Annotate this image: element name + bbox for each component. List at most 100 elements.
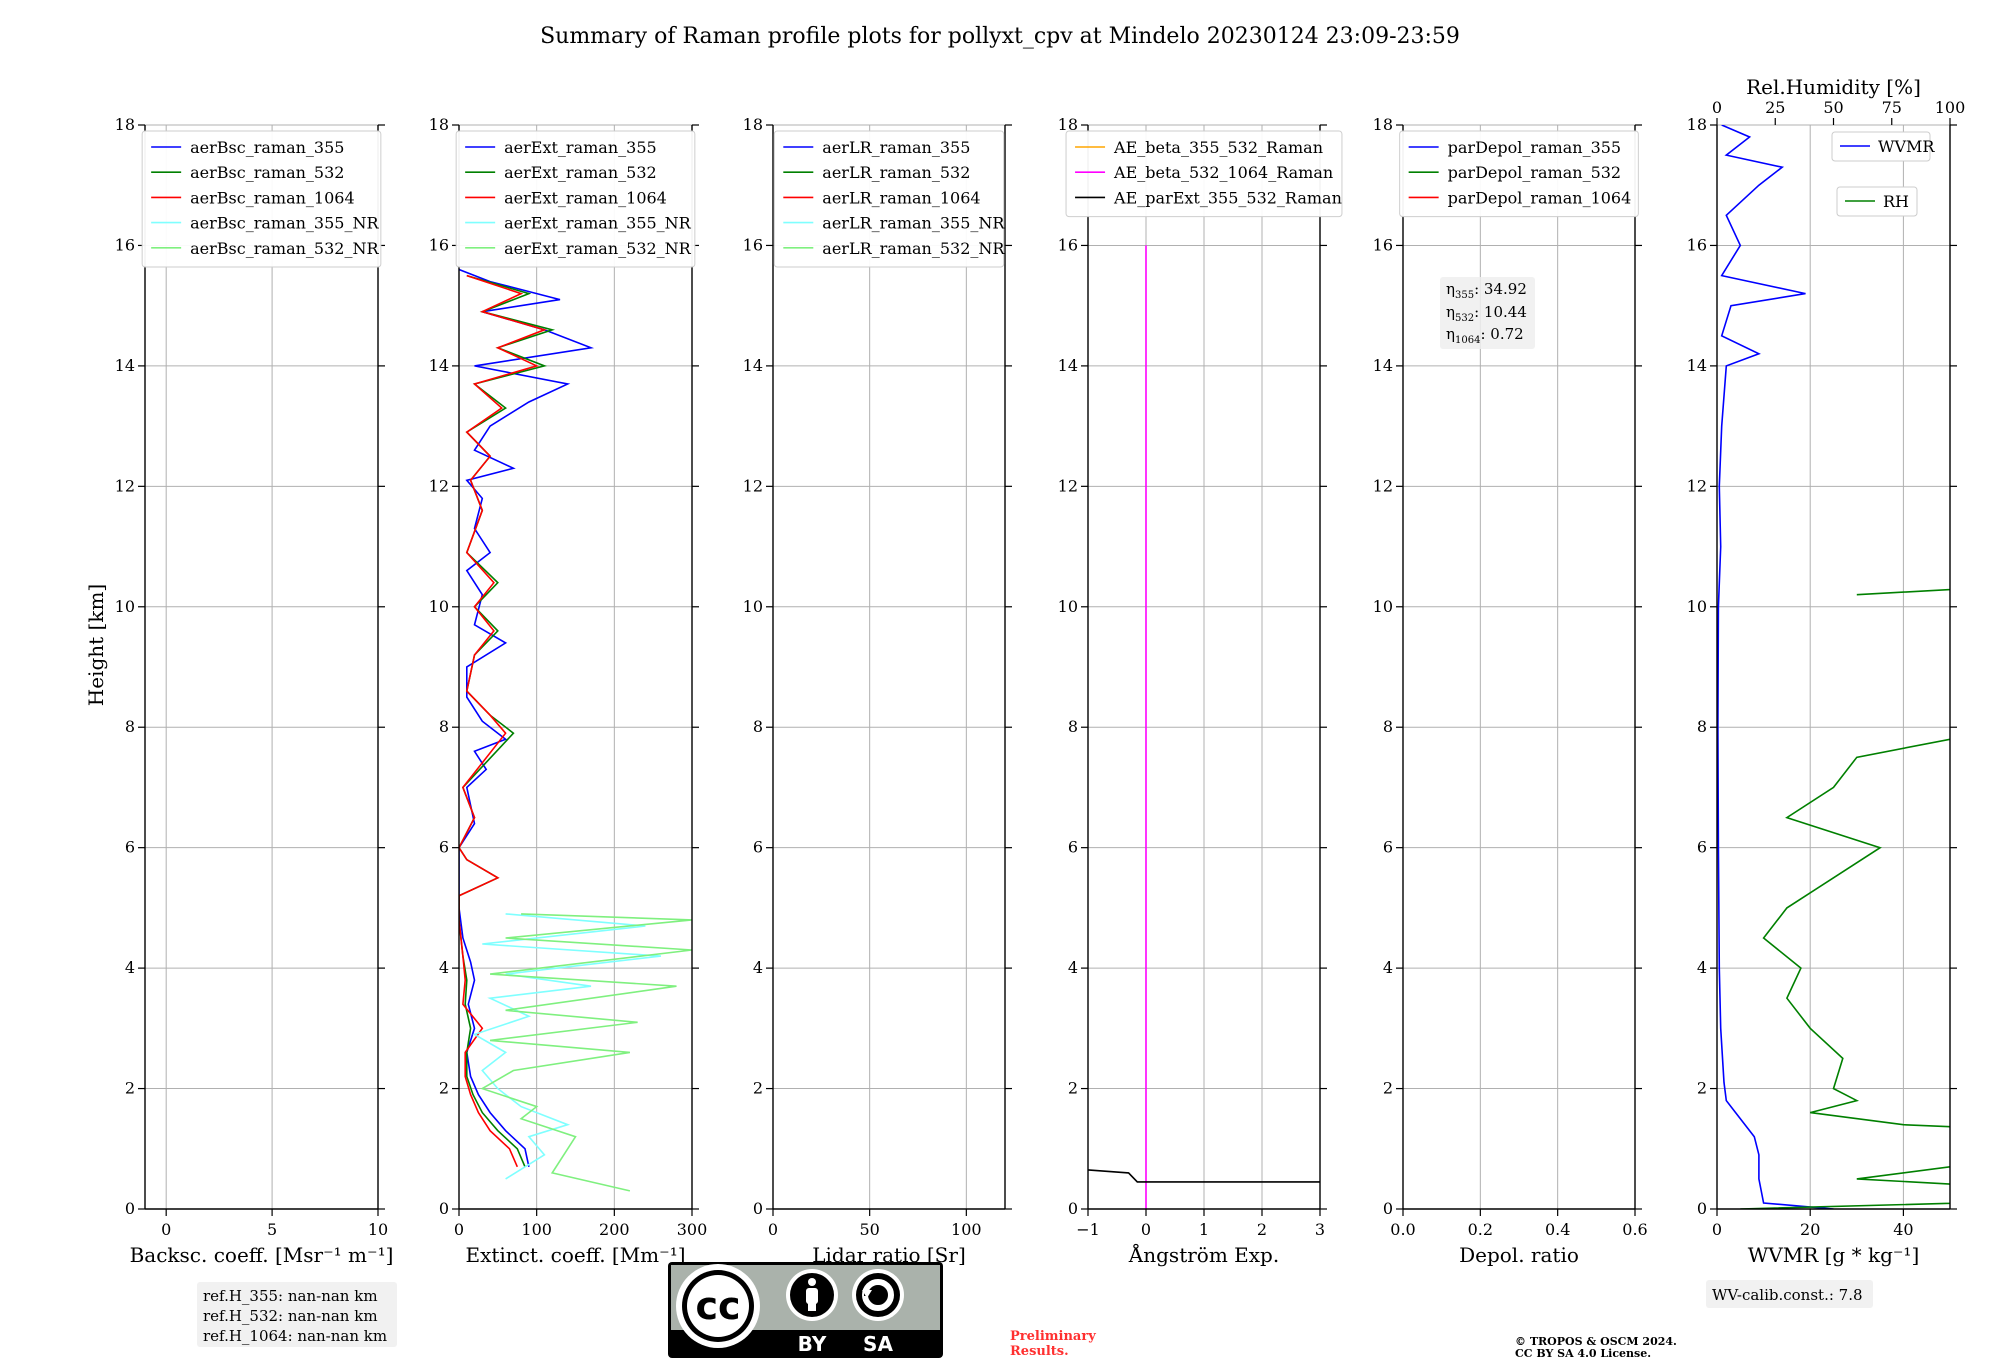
legend-label-aerlr-raman-532-nr: aerLR_raman_532_NR [822, 239, 1005, 258]
legend-label-aerlr-raman-355: aerLR_raman_355 [822, 138, 970, 157]
y-tick-label: 14 [743, 356, 763, 375]
copyright-line-1: © TROPOS & OSCM 2024. [1515, 1335, 1677, 1348]
y-tick-label: 12 [429, 476, 449, 495]
series-line-rh [1740, 588, 1950, 1209]
y-tick-label: 0 [125, 1199, 135, 1218]
y-tick-label: 2 [439, 1079, 449, 1098]
legend-label-aerbsc-raman-1064: aerBsc_raman_1064 [190, 188, 355, 207]
legend-label: RH [1883, 192, 1909, 211]
y-tick-label: 6 [1697, 838, 1707, 857]
eta-355-symbol: η [1446, 280, 1455, 298]
y-tick-label: 2 [1383, 1079, 1393, 1098]
legend-label-ae-beta-355-532-raman: AE_beta_355_532_Raman [1113, 138, 1323, 157]
y-tick-label: 4 [125, 958, 135, 977]
eta-532-symbol: η [1446, 303, 1455, 321]
y-tick-label: 8 [1697, 717, 1707, 736]
panel-water_vapor: 0 2 4 6 8 10 12 14 16 18 0 20 40 0 25 50 75 100 Rel.Humidi… [1687, 75, 1966, 1267]
y-tick-label: 16 [429, 235, 449, 254]
y-tick-label: 16 [1058, 235, 1078, 254]
legend: aerBsc_raman_355 aerBsc_raman_532 aerBsc_r… [141, 130, 382, 268]
x-tick-label: 300 [677, 1220, 708, 1239]
series-group [1088, 245, 1320, 1209]
y-tick-label: 2 [125, 1079, 135, 1098]
x-tick-label: 1 [1199, 1220, 1209, 1239]
series-line-aerext-raman-1064 [459, 274, 547, 1168]
x-tick-label: 0 [161, 1220, 171, 1239]
share-alike-icon [852, 1269, 904, 1321]
y-tick-label: 16 [115, 235, 135, 254]
legend-label-aerlr-raman-1064: aerLR_raman_1064 [822, 188, 980, 207]
x-axis-label: Ångström Exp. [1128, 1242, 1279, 1267]
y-tick-label: 2 [1068, 1079, 1078, 1098]
legend-label-pardepol-raman-532: parDepol_raman_532 [1448, 163, 1621, 182]
preliminary-label-2: Results. [1010, 1344, 1069, 1359]
y-tick-label: 4 [1697, 958, 1707, 977]
x-tick-label: 200 [599, 1220, 630, 1239]
y-tick-label: 10 [1058, 597, 1078, 616]
y-tick-label: 8 [439, 717, 449, 736]
y-tick-label: 14 [1058, 356, 1078, 375]
y-tick-label: 8 [1068, 717, 1078, 736]
series-line-aerext-raman-355 [459, 268, 595, 1167]
y-tick-label: 8 [753, 717, 763, 736]
legend-label-aerbsc-raman-355: aerBsc_raman_355 [190, 138, 344, 157]
panel-extinction: 0 2 4 6 8 10 12 14 16 18 0 100 200 300 Extinct. coeff.… [429, 115, 708, 1267]
figure-title: Summary of Raman profile plots for polly… [540, 24, 1460, 49]
eta-355-value: : 34.92 [1474, 280, 1527, 298]
series-group [1717, 125, 1950, 1209]
x-tick-label: 2 [1257, 1220, 1267, 1239]
y-tick-label: 6 [1068, 838, 1078, 857]
top-x-tick-label: 75 [1882, 98, 1902, 117]
top-x-tick-label: 25 [1765, 98, 1785, 117]
y-tick-label: 16 [1373, 235, 1393, 254]
y-tick-label: 4 [439, 958, 449, 977]
sa-label: SA [863, 1332, 893, 1356]
y-tick-label: 0 [439, 1199, 449, 1218]
y-tick-label: 8 [125, 717, 135, 736]
y-axis-label: Height [km] [84, 584, 108, 706]
x-tick-label: 0 [1141, 1220, 1151, 1239]
y-tick-label: 0 [1697, 1199, 1707, 1218]
legend-label-aerlr-raman-355-nr: aerLR_raman_355_NR [822, 214, 1005, 233]
y-tick-label: 18 [1058, 115, 1078, 134]
top-x-tick-label: 0 [1712, 98, 1722, 117]
eta-355-subscript: 355 [1455, 290, 1474, 301]
cc-text: cc [695, 1284, 740, 1328]
legend-label-ae-beta-532-1064-raman: AE_beta_532_1064_Raman [1113, 163, 1333, 182]
legend-label-aerext-raman-355-nr: aerExt_raman_355_NR [504, 214, 692, 233]
x-tick-label: 0.2 [1468, 1220, 1493, 1239]
legend-label-aerext-raman-532: aerExt_raman_532 [504, 163, 657, 182]
svg-text:η532: 10.44: η532: 10.44 [1446, 303, 1527, 324]
ref-h-355: ref.H_355: nan-nan km [203, 1287, 378, 1305]
y-tick-label: 10 [429, 597, 449, 616]
panel-depolarization: 0 2 4 6 8 10 12 14 16 18 0.0 0.2 0.4 0.6 Depol. ratio p… [1373, 115, 1648, 1267]
svg-text:η355: 34.92: η355: 34.92 [1446, 280, 1527, 301]
x-tick-label: 0.6 [1622, 1220, 1647, 1239]
x-tick-label: 5 [267, 1220, 277, 1239]
x-tick-label: 0 [454, 1220, 464, 1239]
legend: parDepol_raman_355 parDepol_raman_532 parD… [1399, 130, 1639, 218]
x-tick-label: 100 [521, 1220, 552, 1239]
x-axis-label: Extinct. coeff. [Mm⁻¹] [465, 1243, 685, 1267]
y-tick-label: 14 [1687, 356, 1707, 375]
series-line-aerext-raman-355-nr [472, 913, 661, 1180]
top-x-tick-label: 50 [1823, 98, 1843, 117]
legend-label-aerbsc-raman-355-nr: aerBsc_raman_355_NR [190, 214, 379, 233]
x-tick-label: 0 [1712, 1220, 1722, 1239]
x-tick-label: 50 [859, 1220, 879, 1239]
eta-1064-value: : 0.72 [1480, 325, 1523, 343]
y-tick-label: 12 [1687, 476, 1707, 495]
y-tick-label: 0 [753, 1199, 763, 1218]
legend-wvmr: WVMR [1831, 131, 1935, 162]
series-group [459, 268, 692, 1192]
legend-label-aerext-raman-1064: aerExt_raman_1064 [504, 188, 667, 207]
y-tick-label: 18 [1373, 115, 1393, 134]
eta-annotation-box: η355: 34.92 η532: 10.44 η1064: 0.72 [1440, 277, 1535, 349]
x-tick-label: 3 [1315, 1220, 1325, 1239]
x-axis-label: Backsc. coeff. [Msr⁻¹ m⁻¹] [130, 1243, 394, 1267]
x-tick-label: 0.0 [1390, 1220, 1415, 1239]
person-icon [786, 1269, 838, 1321]
